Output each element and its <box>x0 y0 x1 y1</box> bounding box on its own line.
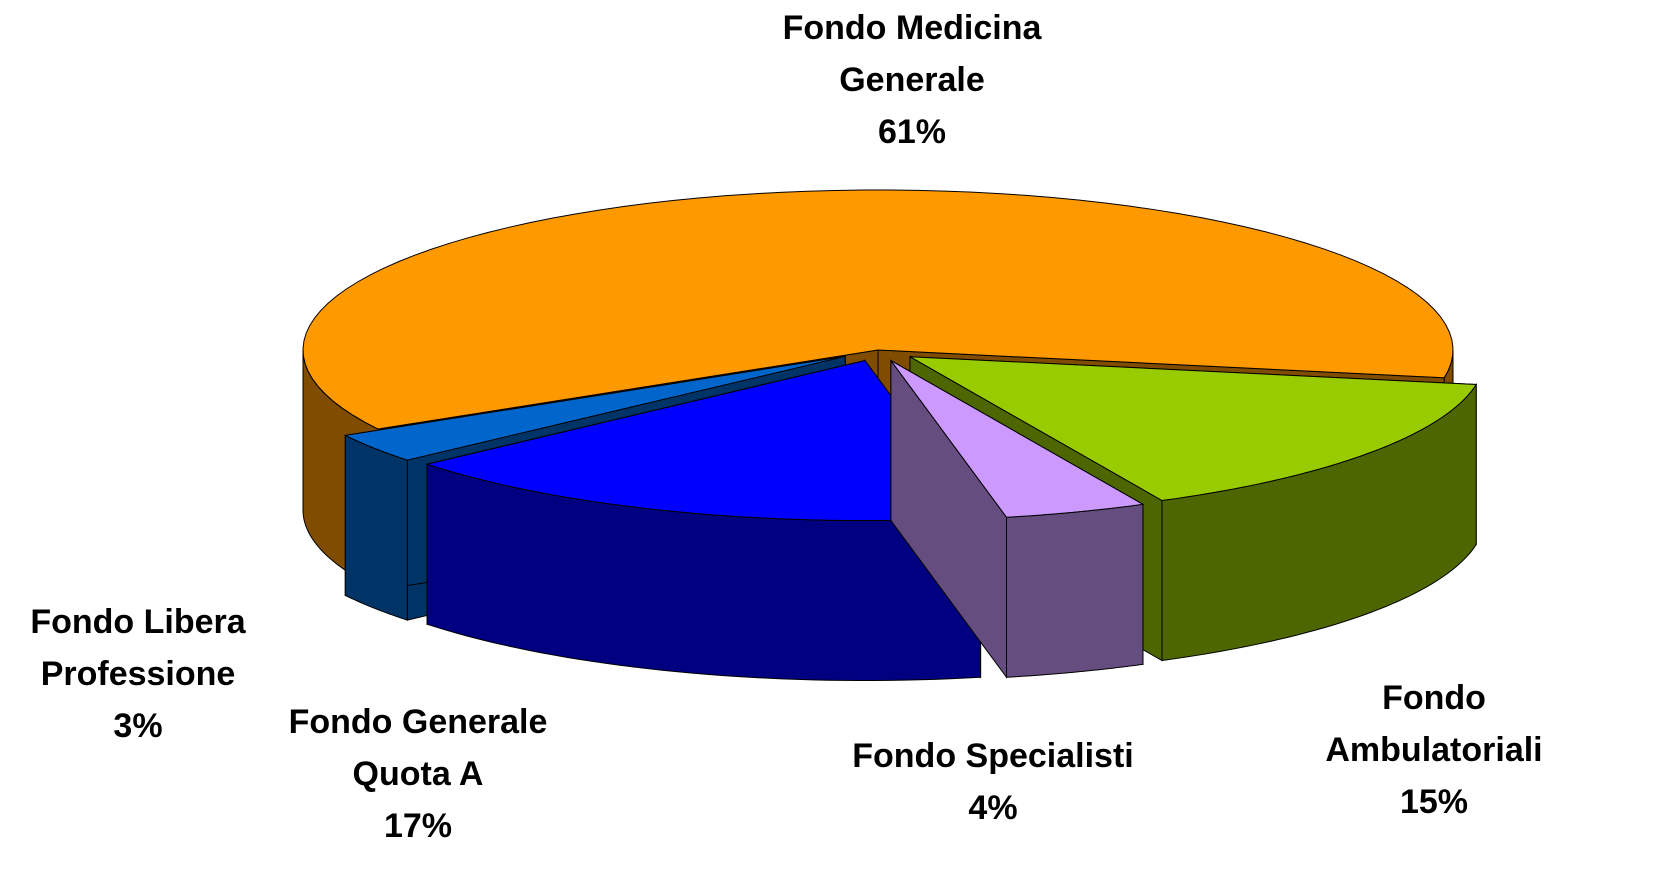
pie-slice <box>909 356 1478 502</box>
value-label: 4% <box>968 789 1018 827</box>
category-name: Fondo Specialisti <box>852 737 1134 775</box>
category-name: Fondo Medicina Generale <box>782 9 1042 99</box>
slice-label: Fondo Medicina Generale 61% <box>712 2 1112 158</box>
pie-slice <box>302 189 1454 430</box>
slice-label: Fondo Generale Quota A 17% <box>258 696 578 852</box>
value-label: 15% <box>1399 783 1469 821</box>
category-name: Fondo Generale Quota A <box>288 703 548 793</box>
pie-slice <box>425 359 982 522</box>
slice-label: Fondo Ambulatoriali 15% <box>1309 672 1559 828</box>
value-label: 17% <box>383 807 453 845</box>
pie-slice <box>890 360 1145 518</box>
pie-slice <box>343 355 846 461</box>
slice-side <box>1006 503 1144 678</box>
slice-label: Fondo Libera Professione 3% <box>3 596 273 752</box>
value-label: 3% <box>113 707 163 745</box>
value-label: 61% <box>877 113 947 151</box>
slice-label: Fondo Specialisti 4% <box>813 730 1173 834</box>
category-name: Fondo Ambulatoriali <box>1325 679 1543 769</box>
category-name: Fondo Libera Professione <box>30 603 246 693</box>
slice-side <box>344 434 408 621</box>
